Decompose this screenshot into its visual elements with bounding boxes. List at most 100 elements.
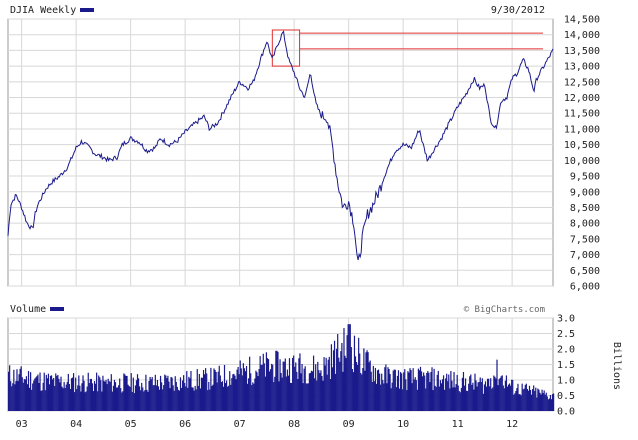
- volume-bar: [158, 389, 161, 411]
- volume-bar: [208, 381, 210, 411]
- volume-bar: [397, 370, 400, 411]
- volume-bar: [338, 357, 340, 411]
- volume-bar: [464, 378, 467, 411]
- volume-bar: [279, 359, 281, 411]
- djia-price-line: [7, 30, 554, 261]
- volume-bar: [92, 391, 95, 411]
- volume-bar: [237, 366, 239, 411]
- volume-bar: [460, 387, 462, 411]
- volume-bar: [282, 361, 284, 411]
- volume-bar: [15, 381, 17, 411]
- volume-bar: [310, 370, 313, 411]
- volume-bar: [100, 380, 102, 411]
- volume-bar: [372, 365, 374, 411]
- volume-bar: [240, 368, 242, 411]
- volume-bar: [228, 385, 230, 411]
- volume-bar: [35, 377, 37, 411]
- volume-bar: [323, 357, 325, 411]
- volume-bar: [137, 378, 140, 411]
- volume-bar: [426, 372, 428, 411]
- volume-bar: [529, 389, 532, 411]
- volume-bar: [425, 388, 427, 411]
- volume-bar: [85, 391, 87, 411]
- volume-bar: [290, 382, 293, 411]
- volume-bar: [547, 399, 549, 411]
- volume-bar: [248, 378, 250, 411]
- volume-bar: [87, 372, 89, 411]
- volume-bar: [65, 384, 67, 411]
- volume-bar: [93, 381, 96, 411]
- volume-bar: [210, 367, 212, 411]
- volume-bar: [119, 378, 121, 411]
- volume-bar: [551, 394, 554, 411]
- volume-bar: [505, 375, 508, 411]
- volume-bar: [414, 377, 416, 411]
- volume-bar: [525, 383, 527, 411]
- volume-bar: [413, 379, 415, 411]
- volume-bar: [322, 380, 324, 411]
- x-tick-label: 08: [288, 419, 300, 430]
- volume-bar: [524, 384, 526, 411]
- volume-bar: [536, 397, 538, 411]
- volume-bar: [39, 372, 41, 411]
- volume-bar: [148, 381, 150, 411]
- volume-bar: [68, 383, 70, 411]
- volume-bar: [144, 390, 146, 411]
- volume-bars: [8, 324, 555, 411]
- volume-bar: [364, 370, 366, 411]
- volume-bar: [431, 367, 433, 411]
- volume-bar: [242, 363, 244, 411]
- volume-bar: [488, 378, 490, 411]
- volume-bar: [361, 374, 363, 411]
- volume-bar: [21, 377, 23, 411]
- volume-bar: [59, 382, 61, 411]
- volume-bar: [163, 385, 165, 411]
- volume-bar: [254, 378, 256, 411]
- volume-bar: [162, 389, 164, 411]
- price-ytick-label: 12,500: [564, 77, 600, 88]
- volume-bar: [76, 389, 78, 411]
- volume-bar: [153, 385, 155, 411]
- volume-bar: [49, 375, 52, 411]
- volume-bar: [390, 388, 392, 411]
- volume-bar: [150, 379, 152, 411]
- volume-bar: [197, 385, 199, 411]
- volume-bar: [297, 379, 299, 411]
- volume-bar: [176, 386, 178, 411]
- volume-bar: [341, 342, 343, 411]
- volume-bar: [377, 369, 380, 411]
- volume-bar: [445, 378, 447, 411]
- volume-bar: [140, 390, 142, 411]
- volume-bar: [540, 394, 542, 411]
- volume-bar: [212, 384, 214, 411]
- volume-bar: [409, 368, 411, 411]
- volume-bar: [455, 384, 457, 411]
- volume-bar: [389, 374, 391, 411]
- volume-bar: [427, 371, 429, 411]
- volume-bar: [417, 368, 419, 411]
- volume-bar: [274, 376, 276, 411]
- volume-bar: [476, 386, 478, 411]
- price-y-ticks: 14,500 14,000 13,500 13,000 12,500 12,000 11,5…: [564, 15, 600, 293]
- volume-bar: [278, 381, 280, 411]
- volume-bar: [508, 383, 511, 411]
- volume-bar: [329, 379, 331, 411]
- volume-bar: [416, 389, 418, 411]
- volume-bar: [440, 383, 443, 411]
- volume-bar: [71, 377, 74, 411]
- volume-bar: [233, 373, 235, 411]
- volume-bar: [196, 369, 198, 411]
- volume-bar: [154, 374, 156, 411]
- volume-bar: [483, 384, 486, 411]
- volume-bar: [28, 387, 31, 411]
- volume-bar: [264, 376, 266, 411]
- volume-bar: [157, 386, 160, 411]
- volume-bar: [398, 388, 401, 411]
- volume-bar: [239, 360, 241, 411]
- volume-bar: [436, 374, 438, 411]
- volume-bar: [13, 369, 15, 411]
- volume-bar: [305, 383, 307, 411]
- volume-bar: [532, 389, 534, 411]
